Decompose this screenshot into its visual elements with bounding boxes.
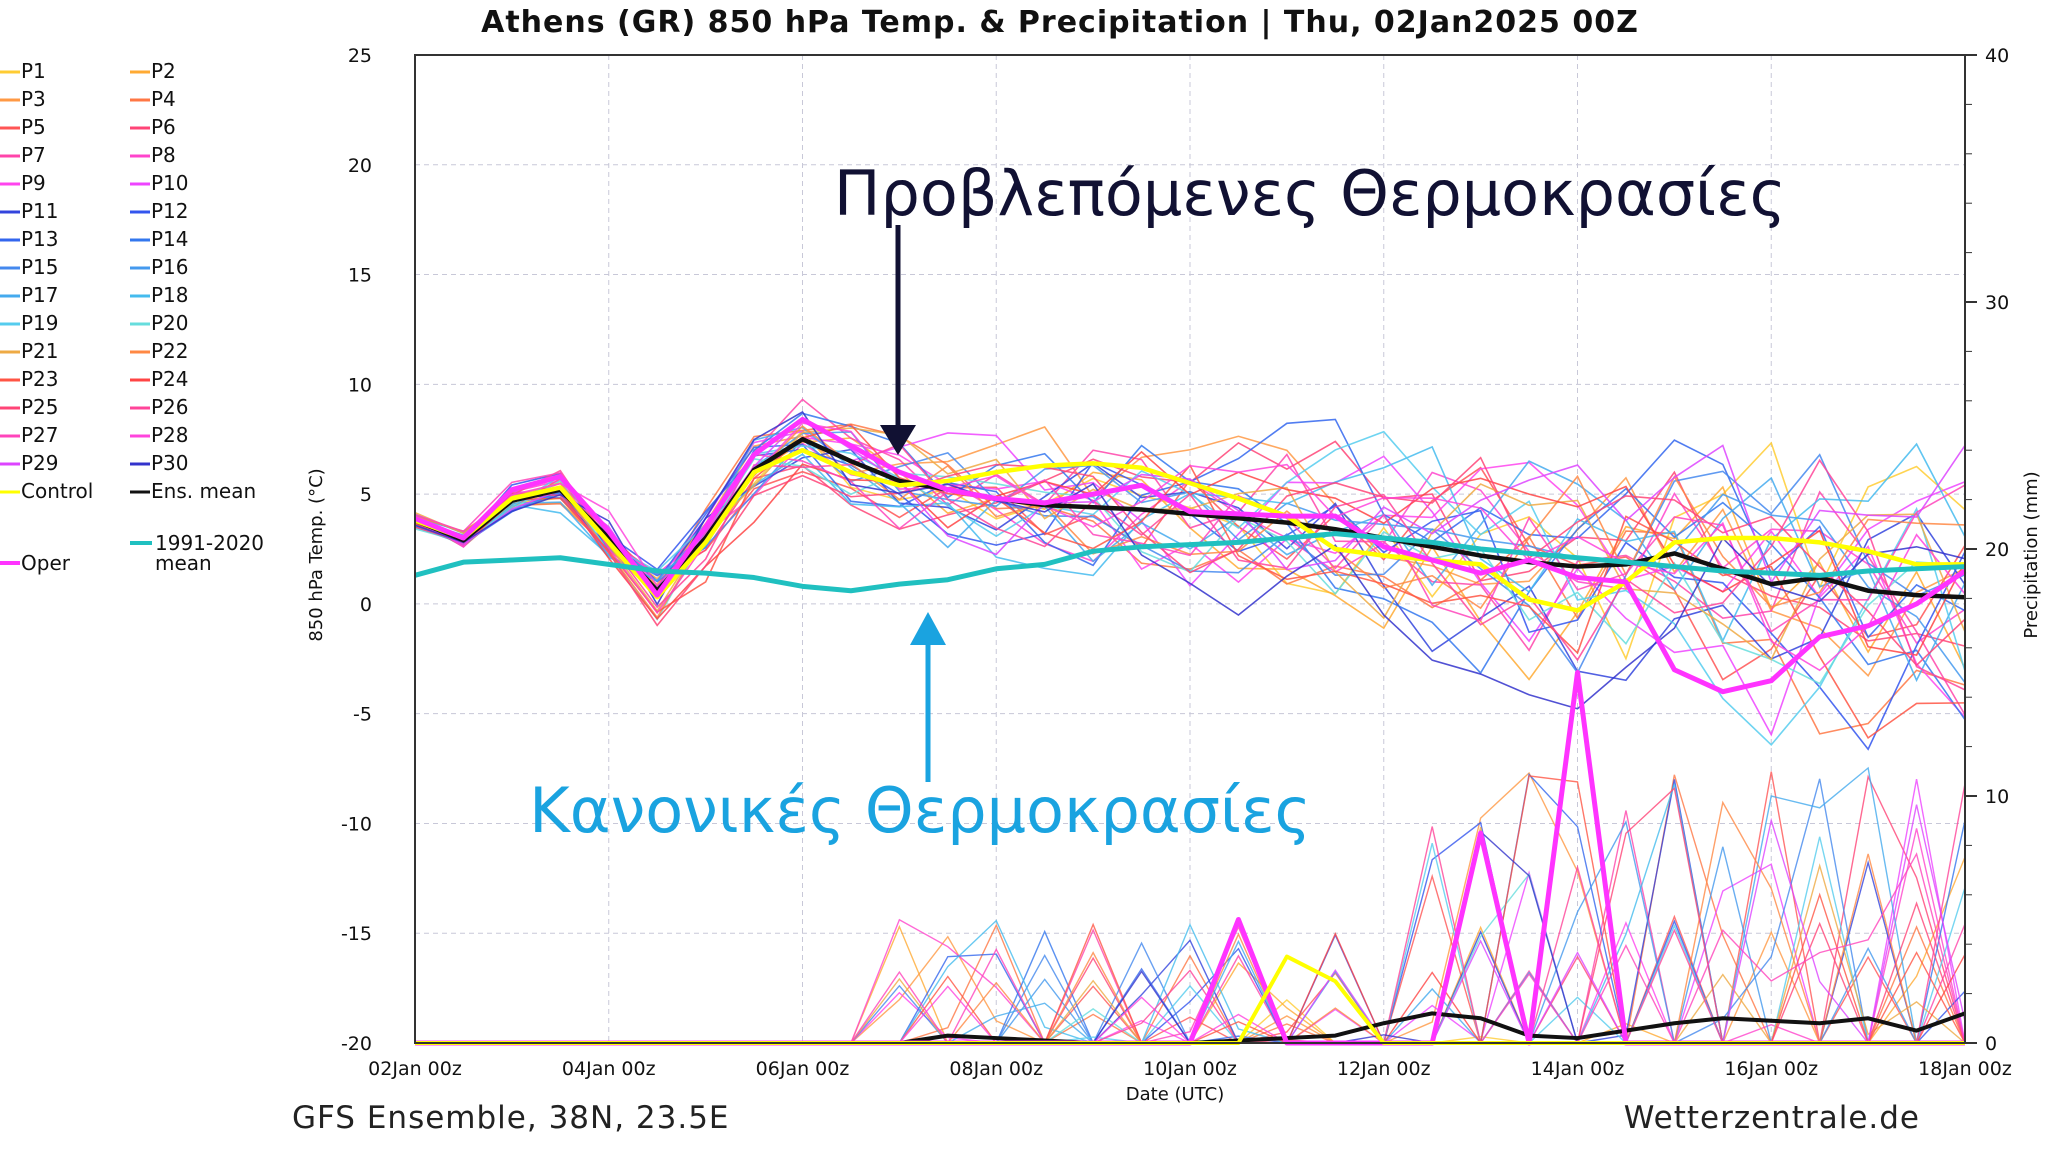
- legend-entry: P17: [21, 283, 59, 307]
- legend-entry: P19: [21, 311, 59, 335]
- legend-entry: P6: [151, 115, 176, 139]
- forecast-annotation: Προβλεπόμενες Θερμοκρασίες: [834, 157, 1786, 230]
- x-axis-label: Date (UTC): [1126, 1084, 1224, 1105]
- legend-entry: P22: [151, 339, 189, 363]
- legend-entry: P3: [21, 87, 46, 111]
- legend-entry: P9: [21, 171, 46, 195]
- ensemble-member-line: [414, 453, 1966, 633]
- legend-entry: P23: [21, 367, 59, 391]
- legend-entry: P5: [21, 115, 46, 139]
- legend-entry: Ens. mean: [151, 479, 256, 503]
- legend-entry: P7: [21, 143, 46, 167]
- annotations: Προβλεπόμενες Θερμοκρασίες Κανονικές Θερ…: [529, 157, 1786, 847]
- x-tick-label: 10Jan 00z: [1143, 1058, 1237, 1080]
- legend-entry: P18: [151, 283, 189, 307]
- y-tick-label: -5: [353, 704, 372, 726]
- legend-entry: P13: [21, 227, 59, 251]
- y2-tick-label: 20: [1985, 539, 2009, 561]
- y-axis-ticks: 25 20 15 10 5 0 -5 -10 -15 -20: [341, 45, 372, 1055]
- y2-tick-label: 30: [1985, 292, 2009, 314]
- legend-entry: mean: [155, 551, 212, 575]
- normal-annotation: Κανονικές Θερμοκρασίες: [529, 774, 1311, 847]
- series-line: [414, 447, 1965, 613]
- y2-axis-label: Precipitation (mm): [2021, 471, 2042, 638]
- legend-entry: P21: [21, 339, 59, 363]
- y2-axis-ticks: 40 30 20 10 0: [1965, 45, 2009, 1055]
- y-tick-label: 5: [360, 484, 372, 506]
- forecast-arrow-head: [880, 425, 916, 455]
- y-tick-label: 0: [360, 594, 372, 616]
- legend-entry: P30: [151, 451, 189, 475]
- x-tick-label: 02Jan 00z: [368, 1058, 462, 1080]
- legend-entry: Control: [21, 479, 93, 503]
- legend-entry: P27: [21, 423, 59, 447]
- legend-entry: P28: [151, 423, 189, 447]
- legend-entry: P2: [151, 59, 176, 83]
- legend: P1 P2 P3 P4 P5 P6 P7 P8 P9 P10 P11 P12 P13 P14 P15 P16 P…: [0, 59, 264, 575]
- footer-source: Wetterzentrale.de: [1624, 1100, 1920, 1136]
- legend-entry: P24: [151, 367, 189, 391]
- x-tick-label: 04Jan 00z: [562, 1058, 656, 1080]
- y-axis-label: 850 hPa Temp. (°C): [306, 468, 327, 641]
- normal-arrow-head: [910, 612, 946, 645]
- x-tick-label: 12Jan 00z: [1337, 1058, 1431, 1080]
- legend-entry: P4: [151, 87, 176, 111]
- legend-entry: P1: [21, 59, 46, 83]
- y-tick-label: -15: [341, 923, 372, 945]
- y-tick-label: 15: [348, 265, 372, 287]
- ensemble-member-line: [414, 426, 1966, 683]
- y-tick-label: 20: [348, 155, 372, 177]
- legend-entry: P8: [151, 143, 176, 167]
- chart-title: Athens (GR) 850 hPa Temp. & Precipitatio…: [481, 5, 1639, 40]
- series-line: [414, 531, 1966, 594]
- legend-entry: P11: [21, 199, 59, 223]
- legend-entry: P29: [21, 451, 59, 475]
- ensemble-member-line: [414, 430, 1966, 737]
- x-tick-label: 16Jan 00z: [1724, 1058, 1818, 1080]
- legend-entry: P26: [151, 395, 189, 419]
- y2-tick-label: 10: [1985, 786, 2009, 808]
- legend-entry: P12: [151, 199, 189, 223]
- x-tick-label: 14Jan 00z: [1531, 1058, 1625, 1080]
- y-tick-label: 25: [348, 45, 372, 67]
- ensemble-member-line: [414, 427, 1966, 661]
- legend-entry: P25: [21, 395, 59, 419]
- legend-entry: Oper: [21, 551, 71, 575]
- legend-entry: P14: [151, 227, 189, 251]
- legend-entry: 1991-2020: [155, 531, 264, 555]
- y-tick-label: -10: [341, 813, 372, 835]
- legend-entry: P16: [151, 255, 189, 279]
- x-tick-label: 06Jan 00z: [756, 1058, 850, 1080]
- y-tick-label: 10: [348, 374, 372, 396]
- y2-tick-label: 0: [1985, 1033, 1997, 1055]
- y2-tick-label: 40: [1985, 45, 2009, 67]
- x-axis-ticks: 02Jan 00z 04Jan 00z 06Jan 00z 08Jan 00z 10Ja…: [368, 1058, 2012, 1080]
- x-tick-label: 18Jan 00z: [1918, 1058, 2012, 1080]
- footer-model: GFS Ensemble, 38N, 23.5E: [292, 1100, 730, 1136]
- ensemble-member-line: [414, 443, 1966, 691]
- legend-entry: P15: [21, 255, 59, 279]
- legend-entry: P10: [151, 171, 189, 195]
- y-tick-label: -20: [341, 1033, 372, 1055]
- legend-entry: P20: [151, 311, 189, 335]
- x-tick-label: 08Jan 00z: [949, 1058, 1043, 1080]
